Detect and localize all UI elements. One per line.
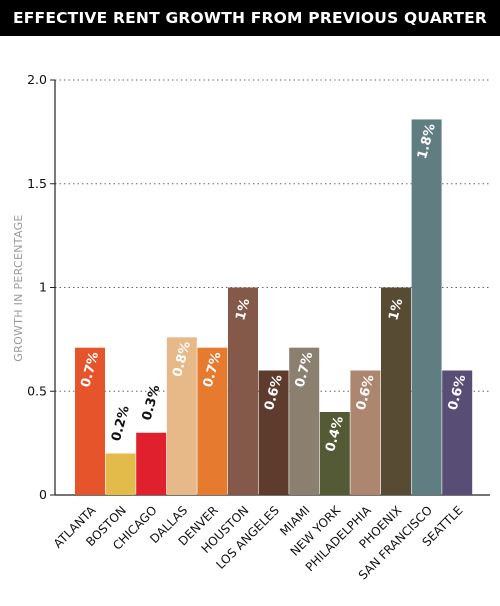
bar [228,287,258,495]
bar [166,337,197,495]
y-tick-labels: 0 0.5 1 1.5 2.0 [27,72,47,502]
bar [350,370,381,495]
y-axis-label: GROWTH IN PERCENTAGE [12,214,25,361]
chart-title: EFFECTIVE RENT GROWTH FROM PREVIOUS QUAR… [12,9,488,27]
bar [75,347,105,495]
bar [319,412,350,495]
bar [289,347,320,495]
bars [75,119,473,496]
y-tick-label: 1.5 [27,176,47,191]
bar [381,287,411,495]
bar [258,370,289,495]
y-tick-label: 0 [39,487,47,502]
bar-value-label: 0.3% [140,383,164,422]
x-category-labels: ATLANTABOSTONCHICAGODALLASDENVERHOUSTONL… [51,502,466,582]
bar [105,453,136,495]
title-bar: EFFECTIVE RENT GROWTH FROM PREVIOUS QUAR… [0,0,500,36]
bar [442,370,473,495]
bar [197,347,228,495]
bar-value-label: 1% [233,297,253,322]
y-tick-label: 2.0 [27,72,47,87]
bar-value-label: 0.2% [109,404,133,443]
bar [136,432,167,495]
bar [411,119,442,496]
y-tick-label: 1 [39,280,47,295]
bar-value-label: 1% [386,297,406,322]
y-tick-label: 0.5 [27,383,47,398]
